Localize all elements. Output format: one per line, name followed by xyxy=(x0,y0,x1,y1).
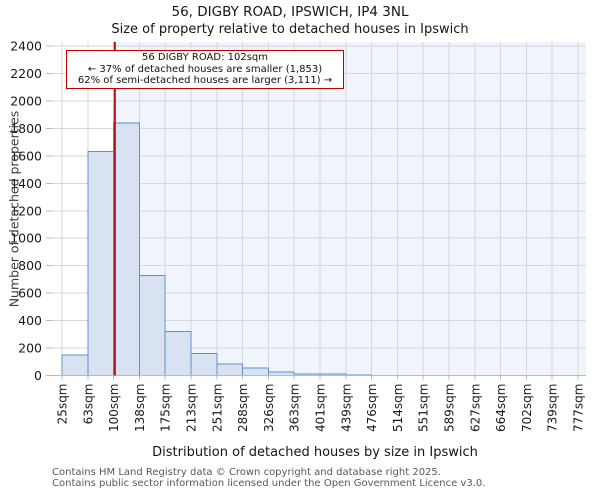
x-tick-label: 63sqm xyxy=(82,384,96,425)
x-tick-label: 326sqm xyxy=(262,384,276,432)
chart-subtitle: Size of property relative to detached ho… xyxy=(111,22,469,37)
x-tick-label: 175sqm xyxy=(158,384,172,432)
x-tick-label: 25sqm xyxy=(56,384,70,425)
annotation-line-2: ← 37% of detached houses are smaller (1,… xyxy=(87,63,323,75)
histogram-bar xyxy=(164,331,192,377)
x-tick-label: 100sqm xyxy=(107,384,121,432)
y-tick-label: 200 xyxy=(18,341,42,356)
y-tick-label: 0 xyxy=(34,368,42,383)
x-tick-label: 288sqm xyxy=(236,384,250,432)
x-tick-label: 476sqm xyxy=(365,384,379,432)
footer-line-2: Contains public sector information licen… xyxy=(52,477,486,489)
x-tick-label: 702sqm xyxy=(520,384,534,432)
y-tick-label: 1200 xyxy=(10,203,42,218)
histogram-bar xyxy=(216,363,243,376)
x-tick-label: 439sqm xyxy=(340,384,354,432)
histogram-bar xyxy=(190,353,218,376)
y-tick-label: 2200 xyxy=(10,66,42,81)
x-tick-label: 251sqm xyxy=(211,384,225,432)
y-tick-label: 1000 xyxy=(10,231,42,246)
x-tick-label: 777sqm xyxy=(572,384,586,432)
x-tick-label: 401sqm xyxy=(314,384,328,432)
x-tick-label: 551sqm xyxy=(416,384,430,432)
y-tick-label: 400 xyxy=(18,313,42,328)
x-tick-label: 363sqm xyxy=(287,384,301,432)
larger-region-shade xyxy=(114,42,586,376)
x-tick-label: 514sqm xyxy=(391,384,405,432)
annotation-line-1: 56 DIGBY ROAD: 102sqm xyxy=(141,52,269,63)
chart-title: 56, DIGBY ROAD, IPSWICH, IP4 3NL xyxy=(171,4,409,20)
y-tick-label: 2000 xyxy=(10,93,42,108)
y-tick-label: 2400 xyxy=(10,39,42,54)
histogram-bar xyxy=(241,367,270,376)
y-tick-label: 1600 xyxy=(10,148,42,163)
y-tick-label: 800 xyxy=(18,258,42,273)
x-tick-label: 627sqm xyxy=(469,384,483,432)
annotation-line-3: 62% of semi-detached houses are larger (… xyxy=(77,75,333,86)
y-axis-label: Number of detached properties xyxy=(6,110,22,308)
y-tick-label: 1400 xyxy=(10,176,42,191)
x-tick-label: 589sqm xyxy=(443,384,457,432)
x-axis-label: Distribution of detached houses by size … xyxy=(152,445,478,460)
x-tick-label: 213sqm xyxy=(185,384,199,432)
footer-line-1: Contains HM Land Registry data © Crown c… xyxy=(52,467,441,478)
x-tick-label: 664sqm xyxy=(494,384,508,432)
x-tick-label: 739sqm xyxy=(545,384,559,432)
x-tick-label: 138sqm xyxy=(133,384,147,432)
histogram-bar xyxy=(139,274,166,376)
footer: Contains HM Land Registry data © Crown c… xyxy=(52,467,486,489)
y-tick-label: 600 xyxy=(18,286,42,301)
histogram-bar xyxy=(87,151,114,376)
y-tick-label: 1800 xyxy=(10,121,42,136)
histogram-bar xyxy=(61,354,89,376)
annotation-box: 56 DIGBY ROAD: 102sqm ← 37% of detached … xyxy=(66,50,344,89)
histogram-bar xyxy=(112,122,141,376)
